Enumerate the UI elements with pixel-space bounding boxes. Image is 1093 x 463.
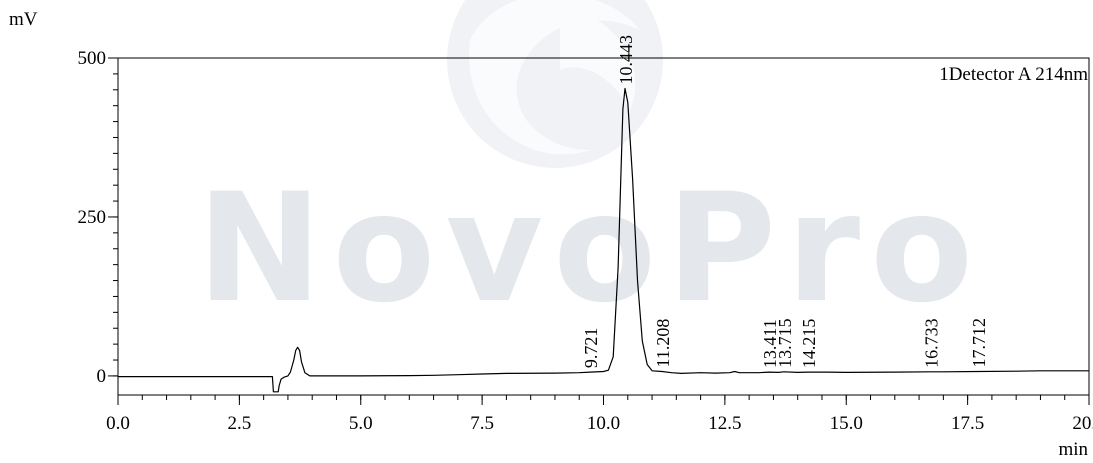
x-tick-label: 7.5 <box>470 413 494 434</box>
peak-label: 10.443 <box>616 35 636 85</box>
x-tick-label: 10.0 <box>587 413 620 434</box>
x-tick-label: 2.5 <box>228 413 252 434</box>
plot-area <box>118 87 1089 393</box>
signal-trace <box>118 87 1089 393</box>
peak-label: 14.215 <box>799 319 819 369</box>
peak-label: 16.733 <box>921 318 941 368</box>
peak-label: 11.208 <box>653 319 673 368</box>
y-tick-label: 0 <box>97 366 107 387</box>
peak-label: 9.721 <box>581 328 601 369</box>
x-tick-label: 15.0 <box>830 413 863 434</box>
peak-label: 13.715 <box>775 318 795 368</box>
y-tick-label: 250 <box>78 207 107 228</box>
axes: 0.0 2.5 5.0 7.5 10.0 12.5 15.0 17.5 20.0 0 250 500 <box>78 48 1093 434</box>
watermark-text: NovoPro <box>197 162 983 336</box>
y-axis-label: mV <box>9 9 38 30</box>
x-tick-label: 17.5 <box>951 413 984 434</box>
peak-label: 13.411 <box>760 319 780 368</box>
y-tick-label: 500 <box>78 48 107 69</box>
legend-detector: 1Detector A 214nm <box>939 64 1088 85</box>
x-axis-label: min <box>1058 439 1088 460</box>
watermark: NovoPro <box>197 0 983 336</box>
x-tick-label: 12.5 <box>708 413 741 434</box>
x-tick-label: 20.0 <box>1072 413 1093 434</box>
x-tick-label: 5.0 <box>349 413 373 434</box>
peak-label: 17.712 <box>969 318 989 368</box>
x-tick-label: 0.0 <box>106 413 130 434</box>
